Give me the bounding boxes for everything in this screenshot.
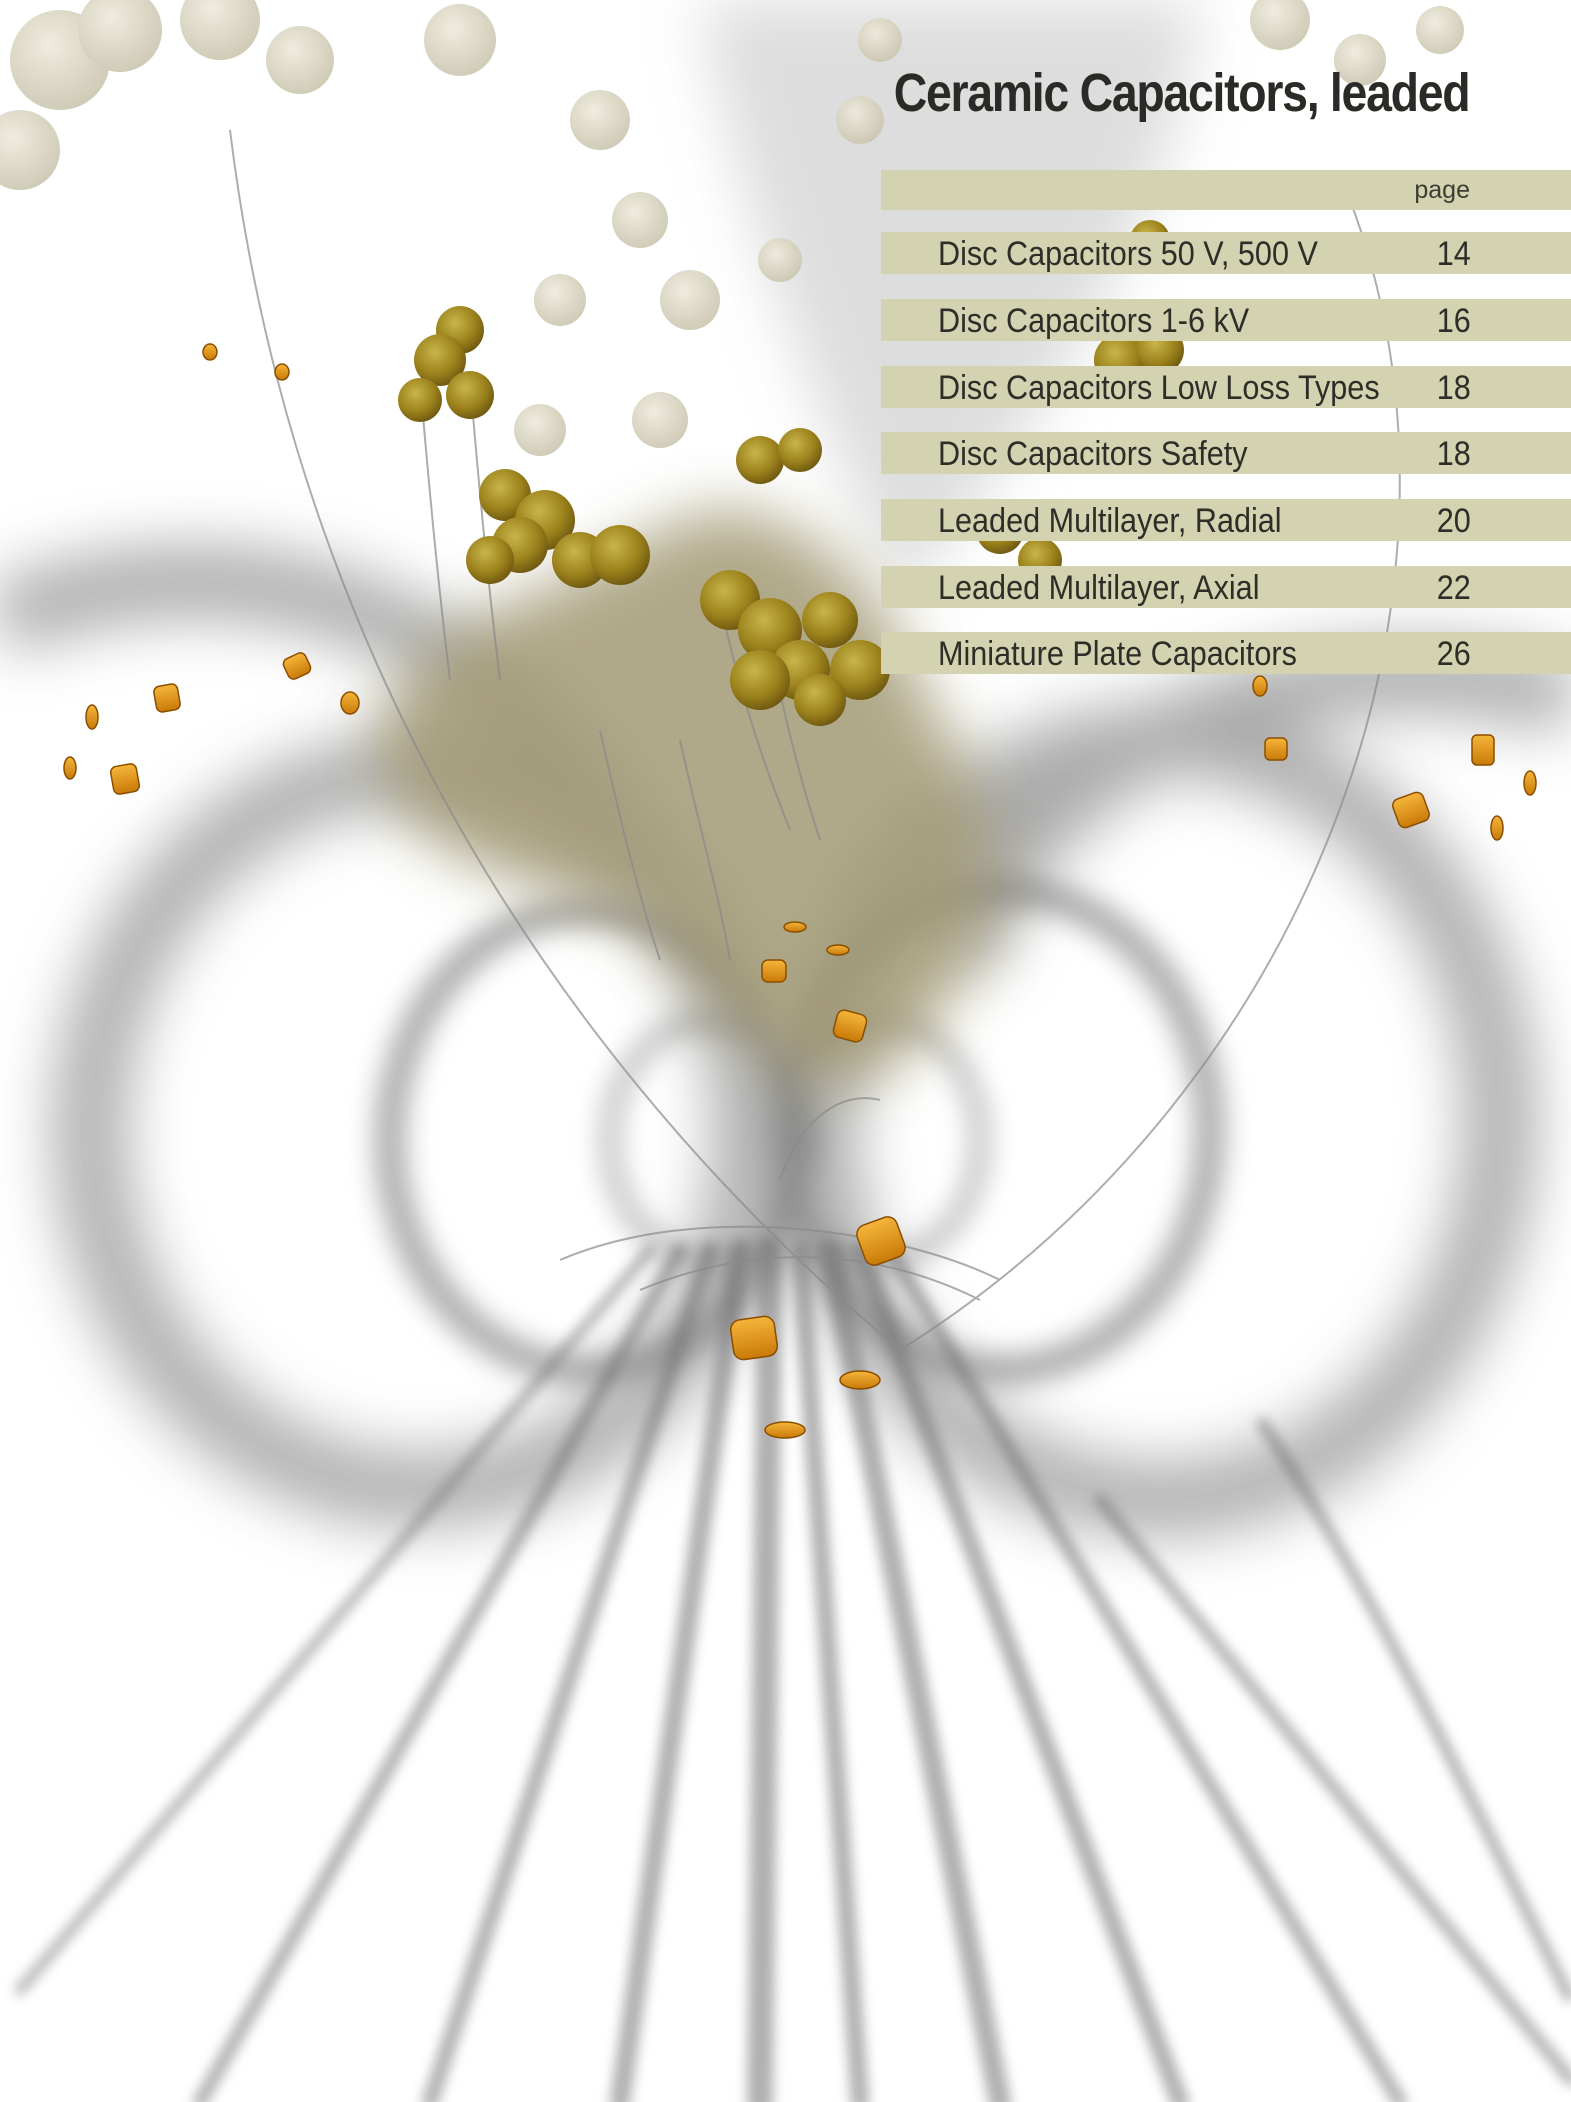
toc-entry: Disc Capacitors 50 V, 500 V 14	[881, 232, 1571, 274]
toc-entry: Miniature Plate Capacitors 26	[881, 632, 1571, 674]
toc-header-band: page	[881, 170, 1571, 210]
toc-entry-page: 26	[1436, 635, 1471, 673]
toc-entry-page: 20	[1436, 502, 1471, 540]
toc-entry: Disc Capacitors Low Loss Types 18	[881, 366, 1571, 408]
page-title: Ceramic Capacitors, leaded	[893, 63, 1470, 123]
toc-entry-title: Disc Capacitors 50 V, 500 V	[938, 235, 1318, 273]
toc-entry-page: 14	[1436, 235, 1471, 273]
toc-entry-title: Disc Capacitors Safety	[938, 435, 1248, 473]
toc-entry-title: Leaded Multilayer, Radial	[938, 502, 1282, 540]
toc-entry: Leaded Multilayer, Radial 20	[881, 499, 1571, 541]
toc-entry-page: 22	[1436, 569, 1471, 607]
page-column-header: page	[1414, 176, 1470, 204]
toc-entry: Disc Capacitors Safety 18	[881, 432, 1571, 474]
toc-entry-title: Miniature Plate Capacitors	[938, 635, 1297, 673]
toc-entry-title: Disc Capacitors 1-6 kV	[938, 302, 1250, 340]
toc-entry-title: Disc Capacitors Low Loss Types	[938, 369, 1380, 407]
toc-entry: Leaded Multilayer, Axial 22	[881, 566, 1571, 608]
toc-entry-page: 16	[1436, 302, 1471, 340]
toc-entry-page: 18	[1436, 435, 1471, 473]
toc-entry-page: 18	[1436, 369, 1471, 407]
toc-entry: Disc Capacitors 1-6 kV 16	[881, 299, 1571, 341]
toc-entry-title: Leaded Multilayer, Axial	[938, 569, 1260, 607]
